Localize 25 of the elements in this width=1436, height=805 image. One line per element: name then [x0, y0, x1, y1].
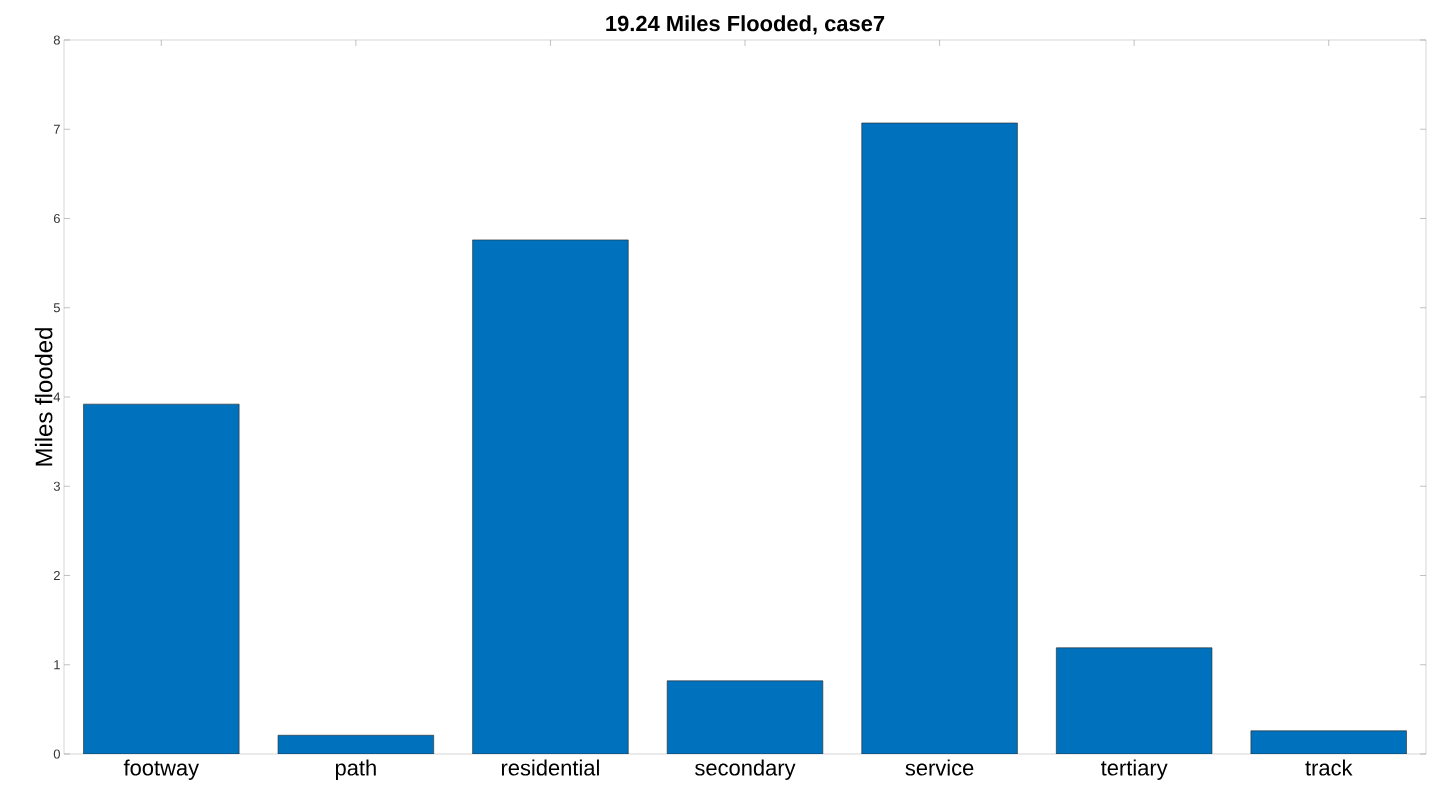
x-tick-label: track [1305, 759, 1353, 776]
bar [666, 680, 824, 754]
y-tick-label: 7 [53, 124, 60, 134]
y-tick-label: 4 [53, 392, 61, 402]
y-tick-label: 0 [53, 749, 60, 759]
y-tick-label: 3 [53, 481, 60, 491]
x-tick-label: footway [123, 759, 200, 780]
bar [861, 122, 1018, 754]
bar [83, 403, 240, 754]
y-tick-label: 8 [53, 35, 60, 45]
bar [1250, 730, 1407, 754]
x-tick-label: path [335, 759, 376, 780]
chart-title: 19.24 Miles Flooded, case7 [606, 15, 885, 35]
y-tick-label: 2 [53, 570, 60, 581]
bar [472, 239, 629, 754]
y-axis-title: Miles flooded [34, 328, 53, 466]
x-tick-label: service [905, 759, 974, 776]
bar [277, 734, 434, 754]
y-tick-label: 6 [53, 213, 60, 224]
x-tick-label: residential [501, 759, 599, 776]
y-tick-label: 5 [53, 303, 60, 313]
x-tick-label: secondary [695, 759, 796, 780]
bar [1056, 647, 1213, 754]
x-tick-label: tertiary [1100, 759, 1168, 780]
y-tick-label: 1 [54, 660, 60, 670]
